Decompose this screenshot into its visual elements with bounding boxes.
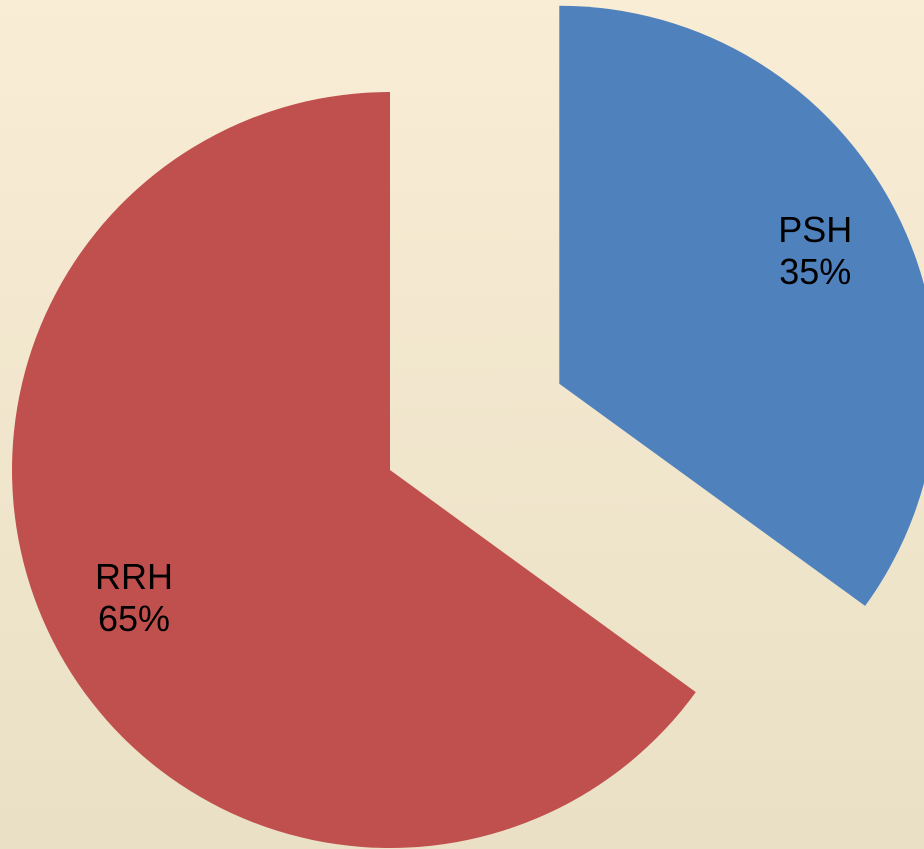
- pie-slice: [11, 92, 696, 849]
- slice-value-label: 35%: [779, 251, 851, 292]
- slice-value-label: 65%: [98, 598, 170, 639]
- slice-name-label: RRH: [95, 556, 173, 597]
- pie-slice: [559, 5, 924, 606]
- slice-name-label: PSH: [778, 209, 852, 250]
